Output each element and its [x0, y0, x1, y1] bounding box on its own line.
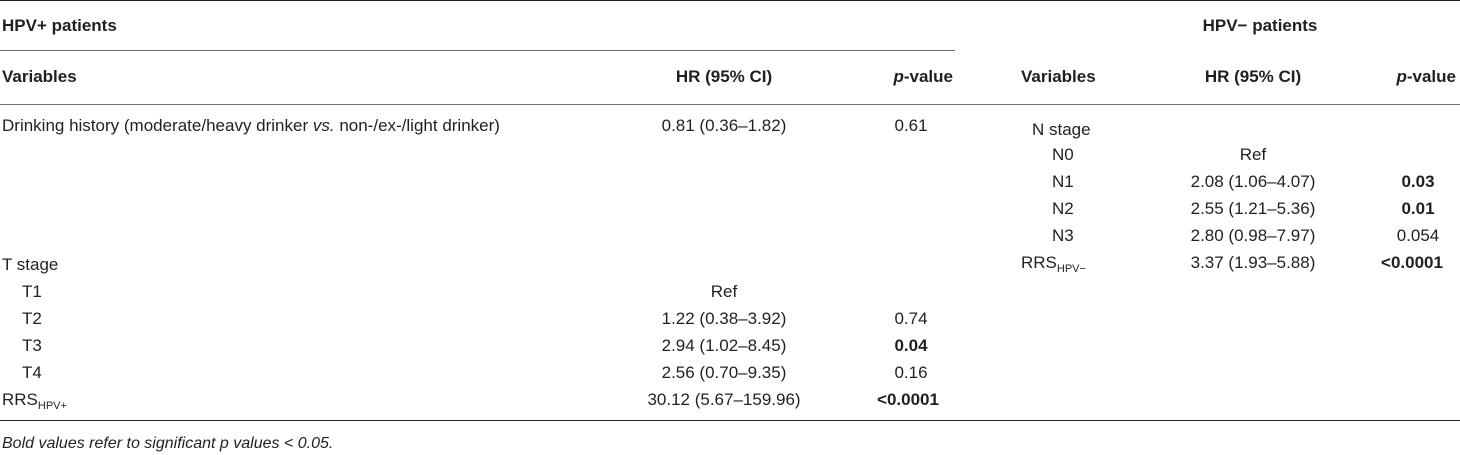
left-group-rule [0, 50, 955, 51]
t3-p: 0.04 [894, 336, 928, 355]
n1-label: N1 [1052, 172, 1074, 191]
n1-p: 0.03 [1401, 172, 1435, 191]
t2-p: 0.74 [894, 309, 928, 328]
right-header-p: p-value [1396, 67, 1456, 86]
n2-p: 0.01 [1401, 199, 1435, 218]
top-rule [0, 0, 1460, 1]
drinking-history-hr: 0.81 (0.36–1.82) [661, 116, 787, 135]
header-rule [0, 104, 1460, 105]
n3-label: N3 [1052, 226, 1074, 245]
t4-hr: 2.56 (0.70–9.35) [661, 363, 787, 382]
bottom-rule [0, 420, 1460, 421]
t1-label: T1 [22, 282, 42, 301]
left-header-p: p-value [893, 67, 953, 86]
rrs-hpv-pos-hr: 30.12 (5.67–159.96) [647, 390, 801, 409]
rrs-hpv-neg-hr: 3.37 (1.93–5.88) [1190, 253, 1316, 272]
right-header-variables: Variables [1021, 67, 1096, 86]
right-group-title: HPV− patients [1202, 16, 1318, 35]
n0-hr: Ref [1239, 145, 1267, 164]
drinking-history-p: 0.61 [894, 116, 928, 135]
t4-p: 0.16 [894, 363, 928, 382]
t3-label: T3 [22, 336, 42, 355]
n2-hr: 2.55 (1.21–5.36) [1190, 199, 1316, 218]
t-stage-label: T stage [2, 255, 59, 274]
left-group-title: HPV+ patients [2, 16, 117, 35]
n3-hr: 2.80 (0.98–7.97) [1190, 226, 1316, 245]
drinking-history-label: Drinking history (moderate/heavy drinker… [2, 116, 500, 135]
t1-hr: Ref [710, 282, 738, 301]
left-header-variables: Variables [2, 67, 77, 86]
table-footnote: Bold values refer to significant p value… [2, 435, 334, 452]
t4-label: T4 [22, 363, 42, 382]
left-header-hr: HR (95% CI) [675, 67, 773, 86]
n2-label: N2 [1052, 199, 1074, 218]
rrs-hpv-neg-p: <0.0001 [1381, 253, 1443, 272]
rrs-hpv-pos-p: <0.0001 [877, 390, 939, 409]
n3-p: 0.054 [1396, 226, 1440, 245]
right-header-hr: HR (95% CI) [1204, 67, 1302, 86]
t2-hr: 1.22 (0.38–3.92) [661, 309, 787, 328]
n0-label: N0 [1052, 145, 1074, 164]
t2-label: T2 [22, 309, 42, 328]
t3-hr: 2.94 (1.02–8.45) [661, 336, 787, 355]
n1-hr: 2.08 (1.06–4.07) [1190, 172, 1316, 191]
rrs-hpv-pos-label: RRSHPV+ [2, 390, 67, 412]
rrs-hpv-neg-label: RRSHPV− [1021, 253, 1086, 275]
n-stage-label: N stage [1032, 120, 1091, 139]
